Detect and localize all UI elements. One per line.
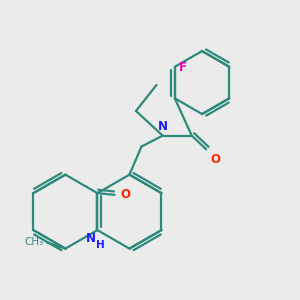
Text: N: N <box>86 232 96 245</box>
Text: N: N <box>158 120 168 133</box>
Text: O: O <box>120 188 130 201</box>
Text: O: O <box>210 153 220 167</box>
Text: H: H <box>97 240 105 250</box>
Text: F: F <box>179 61 187 74</box>
Text: CH₃: CH₃ <box>24 237 44 247</box>
